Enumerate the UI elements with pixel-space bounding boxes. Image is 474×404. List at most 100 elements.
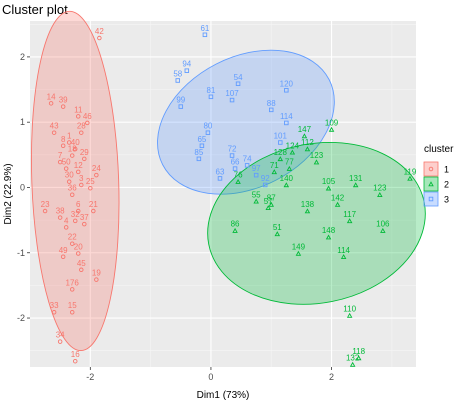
point-marker [325, 185, 332, 191]
point-marker [205, 130, 211, 135]
data-point-cluster-1: 14 [47, 92, 56, 106]
point-marker [94, 277, 99, 282]
data-point-cluster-1: 18 [68, 145, 77, 158]
data-point-cluster-2: 110 [343, 305, 357, 318]
y-axis-label: Dim2 (22.9%) [3, 163, 14, 224]
point-marker [340, 254, 347, 260]
point-label: 81 [206, 86, 215, 95]
data-point-cluster-1: 20 [74, 242, 83, 256]
point-label: 16 [71, 350, 80, 359]
data-point-cluster-2: 119 [404, 167, 417, 181]
point-label: 120 [280, 79, 294, 88]
point-marker [217, 176, 223, 181]
data-point-cluster-1: 7 [57, 151, 63, 165]
point-label: 72 [228, 145, 237, 154]
point-marker [268, 201, 275, 207]
data-point-cluster-3: 97 [252, 164, 261, 178]
point-marker [69, 309, 75, 315]
point-label: 11 [74, 105, 83, 114]
legend-title: cluster [424, 144, 454, 155]
data-point-cluster-2: 109 [325, 118, 339, 132]
point-label: 61 [200, 24, 209, 33]
point-marker [91, 208, 96, 214]
data-point-cluster-2: 149 [292, 242, 306, 256]
point-marker [72, 146, 78, 152]
point-marker [88, 185, 93, 191]
data-point-cluster-2: 106 [376, 220, 390, 233]
point-marker [428, 196, 434, 202]
data-point-cluster-2: 77 [285, 158, 294, 171]
data-point-cluster-2: 123 [373, 184, 387, 197]
data-point-cluster-1: 38 [56, 207, 65, 220]
legend-item-1: 1 [423, 161, 449, 177]
point-label: 45 [77, 259, 86, 268]
point-marker [253, 198, 259, 204]
point-label: 4 [64, 216, 69, 225]
point-marker [304, 146, 311, 152]
legend: cluster 1 2 3 [423, 144, 454, 207]
point-marker [244, 163, 250, 168]
point-label: 1 [67, 132, 72, 141]
data-point-cluster-1: 21 [89, 200, 98, 214]
point-label: 66 [231, 158, 240, 167]
data-point-cluster-2: 123 [310, 151, 324, 165]
point-label: 77 [285, 158, 294, 167]
data-point-cluster-1: 36 [68, 184, 77, 197]
point-label: 114 [280, 112, 293, 121]
data-point-cluster-1: 4 [63, 216, 69, 230]
point-marker [428, 181, 434, 187]
point-marker [232, 227, 238, 233]
point-label: 124 [286, 141, 300, 150]
point-label: 23 [41, 200, 50, 209]
legend-key [423, 161, 439, 177]
data-point-cluster-2: 140 [280, 174, 294, 188]
point-marker [85, 120, 90, 126]
y-tick-label: -1 [17, 248, 25, 258]
point-marker [265, 205, 271, 211]
legend-item-2: 2 [423, 176, 449, 192]
data-point-cluster-1: 37 [80, 213, 89, 227]
point-marker [349, 361, 356, 367]
data-point-cluster-2: 138 [301, 200, 315, 214]
data-point-cluster-3: 54 [234, 73, 243, 87]
y-axis-ticks: -2 -1 0 1 2 [17, 52, 30, 323]
point-marker [75, 114, 81, 119]
point-marker [284, 120, 289, 126]
point-marker [271, 169, 278, 175]
point-marker [352, 182, 359, 188]
data-point-cluster-1: 12 [74, 161, 83, 175]
point-label: 123 [373, 184, 387, 193]
cluster-ellipse-3 [157, 49, 335, 195]
data-point-cluster-2: 86 [231, 220, 240, 233]
point-marker [79, 267, 84, 273]
data-point-cluster-1: 19 [92, 269, 101, 282]
data-point-cluster-3: 120 [280, 79, 294, 93]
point-label: 57 [264, 197, 273, 206]
point-label: 3 [79, 174, 84, 183]
point-label: 123 [310, 151, 324, 160]
point-label: 148 [322, 226, 336, 235]
point-label: 42 [95, 27, 104, 36]
point-label: 101 [274, 132, 288, 141]
data-point-cluster-1: 46 [83, 112, 92, 126]
data-point-cluster-2: 118 [352, 347, 366, 361]
point-label: 71 [270, 161, 279, 170]
point-label: 76 [234, 171, 243, 180]
point-marker [60, 143, 66, 149]
point-marker [346, 218, 353, 224]
point-marker [94, 172, 99, 178]
data-point-cluster-1: 28 [77, 122, 86, 135]
point-label: 74 [243, 154, 252, 163]
data-point-cluster-1: 11 [74, 105, 83, 119]
point-label: 28 [77, 122, 86, 131]
data-point-cluster-1: 40 [71, 138, 80, 152]
cluster-ellipses [30, 10, 426, 352]
point-label: 36 [68, 184, 77, 193]
point-label: 132 [346, 353, 360, 362]
data-point-cluster-1: 49 [59, 246, 68, 260]
data-point-cluster-3: 101 [274, 132, 288, 145]
point-label: 176 [66, 278, 80, 287]
point-label: 6 [76, 200, 81, 209]
point-label: 147 [298, 125, 312, 134]
